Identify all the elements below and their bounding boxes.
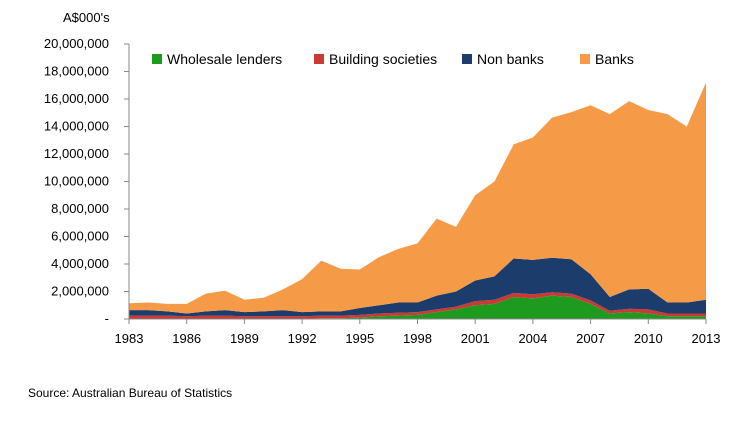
y-tick-label: 20,000,000 bbox=[44, 36, 109, 51]
x-tick-label: 1986 bbox=[172, 331, 201, 346]
y-tick-label: 18,000,000 bbox=[44, 64, 109, 79]
y-tick-label: 2,000,000 bbox=[51, 284, 109, 299]
area-building-societies bbox=[129, 292, 706, 319]
source-note: Source: Australian Bureau of Statistics bbox=[28, 386, 233, 400]
x-axis-ticks: 1983 1986 1989 1992 1995 1998 2001 2004 2007 2010… bbox=[115, 319, 721, 346]
legend: Wholesale lenders Building societies Non b… bbox=[152, 51, 634, 67]
x-tick-label: 1992 bbox=[288, 331, 317, 346]
legend-swatch bbox=[580, 54, 590, 64]
y-tick-label: 8,000,000 bbox=[51, 201, 109, 216]
area-non-banks bbox=[129, 257, 706, 317]
y-axis-ticks: - 2,000,000 4,000,000 6,000,000 8,000,000 10,… bbox=[44, 36, 129, 326]
x-tick-label: 2013 bbox=[692, 331, 721, 346]
y-tick-label: 4,000,000 bbox=[51, 256, 109, 271]
legend-label: Banks bbox=[595, 51, 634, 67]
legend-swatch bbox=[152, 54, 162, 64]
legend-swatch bbox=[462, 54, 472, 64]
x-tick-label: 2001 bbox=[461, 331, 490, 346]
y-axis-unit-label: A$000's bbox=[63, 10, 110, 25]
legend-label: Wholesale lenders bbox=[167, 51, 282, 67]
area-wholesale-lenders bbox=[129, 295, 706, 319]
x-tick-label: 1989 bbox=[230, 331, 259, 346]
x-tick-label: 1983 bbox=[115, 331, 144, 346]
y-tick-label: 16,000,000 bbox=[44, 91, 109, 106]
legend-label: Non banks bbox=[477, 51, 544, 67]
x-tick-label: 2004 bbox=[518, 331, 547, 346]
x-tick-label: 2010 bbox=[634, 331, 663, 346]
y-tick-label: - bbox=[105, 311, 109, 326]
x-tick-label: 1995 bbox=[345, 331, 374, 346]
legend-label: Building societies bbox=[329, 51, 437, 67]
area-layers bbox=[129, 82, 706, 319]
y-tick-label: 10,000,000 bbox=[44, 174, 109, 189]
y-tick-label: 14,000,000 bbox=[44, 119, 109, 134]
x-tick-label: 2007 bbox=[576, 331, 605, 346]
legend-swatch bbox=[314, 54, 324, 64]
x-tick-label: 1998 bbox=[403, 331, 432, 346]
y-tick-label: 6,000,000 bbox=[51, 229, 109, 244]
area-banks bbox=[129, 82, 706, 314]
y-tick-label: 12,000,000 bbox=[44, 146, 109, 161]
